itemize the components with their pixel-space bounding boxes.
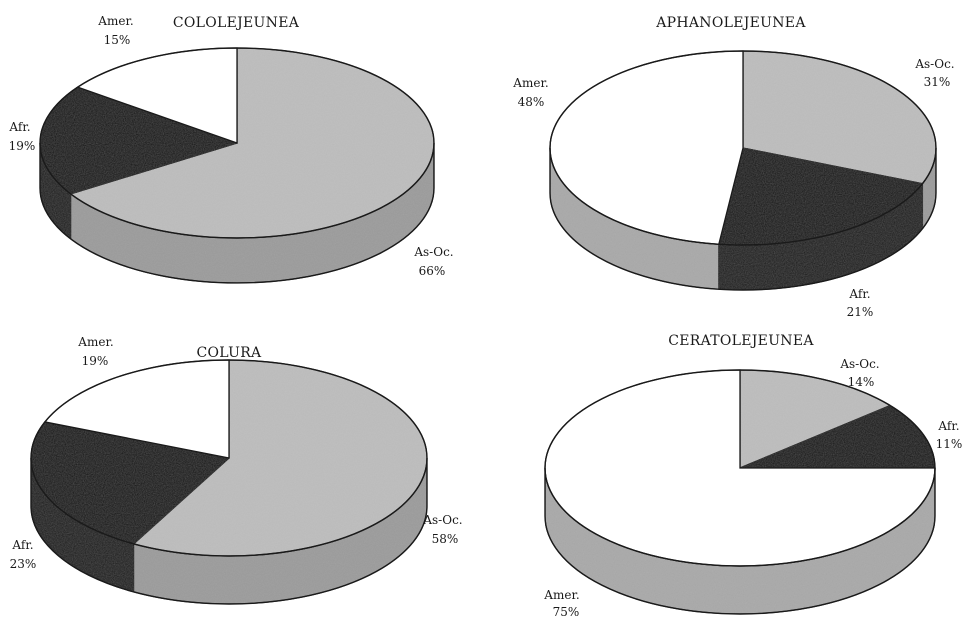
slice-label: Amer. bbox=[512, 76, 548, 90]
slice-label: Afr. bbox=[8, 120, 30, 134]
slice-label: As-Oc. bbox=[413, 245, 453, 259]
slice-value: 58% bbox=[432, 532, 459, 546]
slice-value: 19% bbox=[9, 139, 36, 153]
slice-value: 48% bbox=[518, 95, 545, 109]
slice-value: 14% bbox=[848, 375, 875, 389]
slice-value: 31% bbox=[924, 75, 951, 89]
cololejeunea-pie-chart bbox=[39, 47, 435, 284]
slice-value: 75% bbox=[553, 605, 580, 619]
slice-label: Afr. bbox=[848, 287, 870, 301]
slice-label: Amer. bbox=[77, 335, 113, 349]
ceratolejeunea-pie-chart bbox=[544, 369, 936, 615]
chart-title-ceratolejeunea: CERATOLEJEUNEA bbox=[668, 333, 814, 349]
colura-pie-chart bbox=[30, 359, 428, 605]
slice-label: Amer. bbox=[543, 588, 579, 602]
slice-value: 21% bbox=[847, 305, 874, 319]
slice-value: 19% bbox=[82, 354, 109, 368]
chart-title-aphanolejeunea: APHANOLEJEUNEA bbox=[655, 15, 806, 31]
slice-label: Afr. bbox=[11, 538, 33, 552]
slice-value: 11% bbox=[936, 437, 963, 451]
slice-label: Afr. bbox=[937, 419, 959, 433]
slice-value: 23% bbox=[10, 557, 37, 571]
pie-base-outline bbox=[39, 143, 435, 284]
slice-value: 15% bbox=[104, 33, 131, 47]
slice-value: 66% bbox=[419, 264, 446, 278]
slice-label: As-Oc. bbox=[839, 357, 879, 371]
chart-title-cololejeunea: COLOLEJEUNEA bbox=[173, 15, 300, 31]
slice-label: Amer. bbox=[97, 14, 133, 28]
pie-base-outline bbox=[549, 148, 937, 291]
slice-label: As-Oc. bbox=[914, 57, 954, 71]
aphanolejeunea-pie-chart bbox=[549, 50, 937, 291]
pie-base-outline bbox=[544, 468, 936, 615]
chart-title-colura: COLURA bbox=[197, 345, 263, 361]
slice-label: As-Oc. bbox=[422, 513, 462, 527]
pie-base-outline bbox=[30, 458, 428, 605]
